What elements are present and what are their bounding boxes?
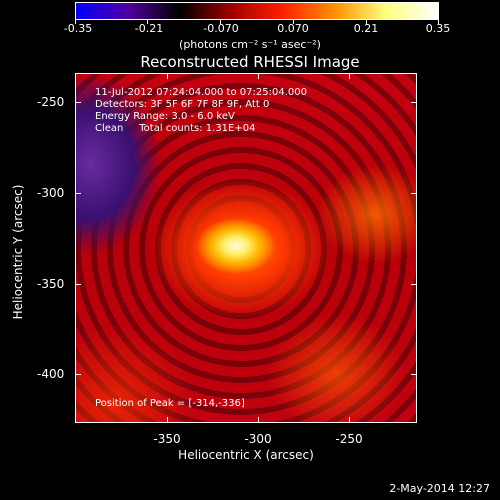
colorbar-tick-label: 0.35 xyxy=(425,22,451,35)
colorbar-units: (photons cm⁻² s⁻¹ asec⁻²) xyxy=(179,38,321,51)
x-tick-mark xyxy=(349,417,350,423)
colorbar-tick-label: 0.21 xyxy=(353,22,379,35)
y-tick-mark xyxy=(411,374,417,375)
y-tick-mark xyxy=(411,284,417,285)
colorbar-tick-mark xyxy=(438,20,439,24)
y-tick-mark xyxy=(75,193,81,194)
image-title: Reconstructed RHESSI Image xyxy=(140,53,360,71)
colorbar-tick-label: -0.35 xyxy=(63,22,93,35)
y-tick-label: -350 xyxy=(37,277,65,291)
info-energy-range: Energy Range: 3.0 - 6.0 keV xyxy=(95,111,235,122)
peak-position: Position of Peak = [-314,-336] xyxy=(95,398,245,409)
x-tick-mark xyxy=(167,417,168,423)
colorbar xyxy=(75,2,439,20)
y-axis-label: Heliocentric Y (arcsec) xyxy=(11,184,25,320)
x-tick-mark xyxy=(167,73,168,79)
y-tick-mark xyxy=(75,284,81,285)
y-tick-mark xyxy=(75,102,81,103)
x-tick-label: -350 xyxy=(153,432,181,446)
x-axis-label: Heliocentric X (arcsec) xyxy=(178,448,314,462)
colorbar-tick-mark xyxy=(366,20,367,24)
x-tick-mark xyxy=(258,417,259,423)
solar-image xyxy=(75,73,417,423)
info-clean-counts: Clean Total counts: 1.31E+04 xyxy=(95,123,256,134)
x-tick-label: -300 xyxy=(244,432,272,446)
colorbar-tick-mark xyxy=(293,20,294,24)
colorbar-tick-label: 0.070 xyxy=(277,22,309,35)
y-tick-mark xyxy=(411,102,417,103)
colorbar-tick-label: -0.070 xyxy=(203,22,239,35)
timestamp: 2-May-2014 12:27 xyxy=(389,482,490,495)
colorbar-tick-mark xyxy=(75,20,76,24)
colorbar-tick-mark xyxy=(220,20,221,24)
colorbar-tick-mark xyxy=(147,20,148,24)
info-time-range: 11-Jul-2012 07:24:04.000 to 07:25:04.000 xyxy=(95,87,307,98)
info-detectors: Detectors: 3F 5F 6F 7F 8F 9F, Att 0 xyxy=(95,99,270,110)
x-tick-label: -250 xyxy=(335,432,363,446)
x-tick-mark xyxy=(258,73,259,79)
y-tick-label: -300 xyxy=(37,186,65,200)
x-tick-mark xyxy=(349,73,350,79)
y-tick-label: -250 xyxy=(37,95,65,109)
y-tick-mark xyxy=(411,193,417,194)
colorbar-tick-label: -0.21 xyxy=(134,22,164,35)
y-tick-label: -400 xyxy=(37,367,65,381)
y-tick-mark xyxy=(75,374,81,375)
